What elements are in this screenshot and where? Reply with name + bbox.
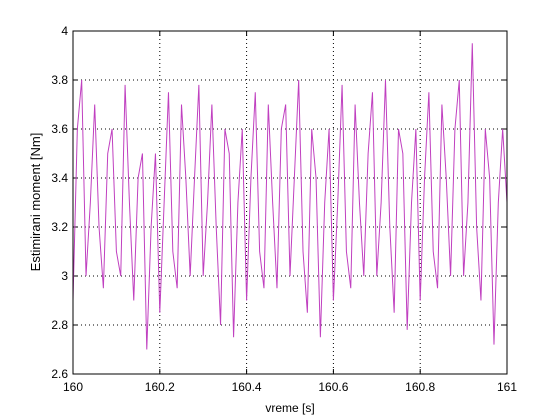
x-tick-label: 160.8 <box>405 380 435 394</box>
y-tick-label: 3.6 <box>51 122 68 136</box>
y-tick-label: 3.8 <box>51 73 68 87</box>
y-tick-label: 4 <box>61 24 68 38</box>
y-tick-label: 3 <box>61 269 68 283</box>
x-tick-label: 160.4 <box>232 380 262 394</box>
x-tick-label: 160 <box>63 380 83 394</box>
axes-box <box>72 30 508 375</box>
plot-area <box>73 31 507 374</box>
x-tick-label: 160.6 <box>318 380 348 394</box>
x-tick-label: 160.2 <box>145 380 175 394</box>
y-tick-label: 2.8 <box>51 318 68 332</box>
y-tick-label: 3.2 <box>51 220 68 234</box>
y-tick-label: 3.4 <box>51 171 68 185</box>
x-axis-label: vreme [s] <box>265 401 314 415</box>
y-tick-label: 2.6 <box>51 367 68 381</box>
data-line <box>72 43 508 350</box>
y-axis-label: Estimirani moment [Nm] <box>28 133 43 272</box>
x-tick-label: 161 <box>497 380 517 394</box>
